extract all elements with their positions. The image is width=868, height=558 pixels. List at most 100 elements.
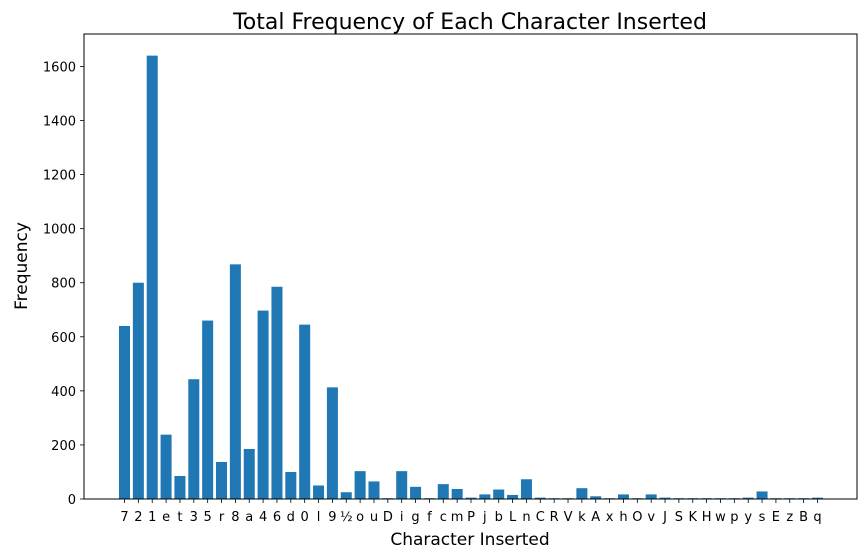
bar-46: [742, 497, 754, 499]
bar-35: [590, 496, 602, 499]
y-tick-label-4: 600: [51, 331, 76, 346]
bar-2: [132, 282, 144, 499]
bar-30: [520, 479, 532, 499]
x-axis-title: Character Inserted: [390, 530, 549, 550]
x-tick-label-1: 7: [120, 510, 128, 525]
bar-27: [479, 494, 491, 499]
bar-40: [659, 497, 671, 499]
plot-frame: [83, 33, 858, 500]
x-tick-label-33: V: [564, 510, 573, 525]
bar-51: [812, 497, 823, 499]
y-axis-ticks: 0 200 400 600 800 1000 1200 1400 1600: [43, 60, 84, 508]
x-tick-label-41: S: [675, 510, 683, 525]
x-tick-label-28: b: [495, 510, 503, 525]
x-tick-label-48: E: [772, 510, 780, 525]
x-tick-label-11: 4: [259, 510, 267, 525]
x-tick-label-40: J: [662, 510, 667, 525]
x-tick-label-5: t: [177, 510, 182, 525]
x-tick-label-22: g: [411, 510, 419, 525]
x-tick-label-7: 5: [204, 510, 212, 525]
x-tick-label-38: O: [632, 510, 642, 525]
x-tick-label-9: 8: [231, 510, 239, 525]
x-tick-label-51: q: [813, 510, 821, 525]
x-tick-label-19: u: [370, 510, 378, 525]
x-tick-label-8: r: [219, 510, 225, 525]
bar-37: [617, 494, 629, 499]
bar-4: [160, 434, 172, 499]
bar-11: [257, 310, 269, 499]
y-tick-label-2: 200: [51, 439, 76, 454]
x-tick-label-10: a: [245, 510, 253, 525]
y-tick-label-1: 0: [68, 493, 76, 508]
x-tick-label-49: z: [786, 510, 793, 525]
x-tick-label-6: 3: [190, 510, 198, 525]
bar-15: [313, 485, 325, 499]
bar-34: [576, 488, 588, 499]
x-tick-label-13: d: [287, 510, 295, 525]
bar-26: [465, 497, 477, 499]
y-axis-title: Frequency: [12, 222, 32, 310]
bar-8: [216, 461, 228, 499]
x-tick-label-23: f: [427, 510, 432, 525]
y-tick-label-5: 800: [51, 277, 76, 292]
chart-title: Total Frequency of Each Character Insert…: [232, 10, 707, 35]
x-tick-label-39: v: [647, 510, 655, 525]
x-tick-label-17: ½: [340, 510, 353, 525]
bar-25: [451, 489, 463, 499]
y-tick-label-7: 1200: [43, 169, 76, 184]
x-tick-label-43: H: [702, 510, 712, 525]
bar-9: [229, 264, 241, 499]
y-tick-label-3: 400: [51, 385, 76, 400]
x-tick-label-35: A: [591, 510, 600, 525]
x-tick-label-2: 2: [134, 510, 142, 525]
bar-22: [410, 486, 422, 499]
bar-12: [271, 286, 283, 499]
x-tick-label-50: B: [799, 510, 808, 525]
bar-5: [174, 476, 186, 499]
x-tick-label-3: 1: [148, 510, 156, 525]
x-tick-label-27: j: [482, 510, 487, 525]
y-tick-label-6: 1000: [43, 223, 76, 238]
bar-1: [119, 325, 130, 499]
x-tick-label-30: n: [522, 510, 530, 525]
x-tick-label-31: C: [536, 510, 545, 525]
x-tick-label-21: i: [400, 510, 404, 525]
y-tick-label-8: 1400: [43, 115, 76, 130]
bar-13: [285, 471, 297, 499]
x-tick-label-29: L: [509, 510, 517, 525]
x-tick-label-20: D: [383, 510, 393, 525]
x-tick-label-25: m: [451, 510, 464, 525]
x-tick-label-16: 9: [328, 510, 336, 525]
x-tick-label-14: 0: [301, 510, 309, 525]
bar-21: [396, 471, 408, 499]
x-tick-label-36: x: [606, 510, 614, 525]
bar-28: [493, 489, 505, 499]
bar-7: [202, 320, 214, 499]
bar-19: [368, 481, 380, 499]
x-tick-label-47: s: [759, 510, 766, 525]
x-tick-label-45: p: [730, 510, 738, 525]
x-tick-label-34: k: [578, 510, 586, 525]
bar-47: [756, 491, 768, 499]
bar-16: [326, 387, 338, 499]
x-tick-label-26: P: [467, 510, 475, 525]
bar-18: [354, 471, 366, 499]
bar-3: [146, 55, 158, 499]
bar-29: [507, 494, 519, 499]
x-tick-label-32: R: [550, 510, 559, 525]
x-tick-label-24: c: [440, 510, 447, 525]
x-tick-label-46: y: [744, 510, 752, 525]
bar-10: [243, 448, 255, 499]
x-tick-label-12: 6: [273, 510, 281, 525]
x-tick-label-42: K: [688, 510, 697, 525]
x-tick-label-18: o: [356, 510, 364, 525]
x-tick-label-4: e: [162, 510, 170, 525]
x-tick-label-15: l: [317, 510, 321, 525]
bar-24: [437, 484, 449, 499]
bar-6: [188, 379, 200, 499]
bar-17: [340, 492, 352, 499]
y-tick-label-9: 1600: [43, 60, 76, 75]
